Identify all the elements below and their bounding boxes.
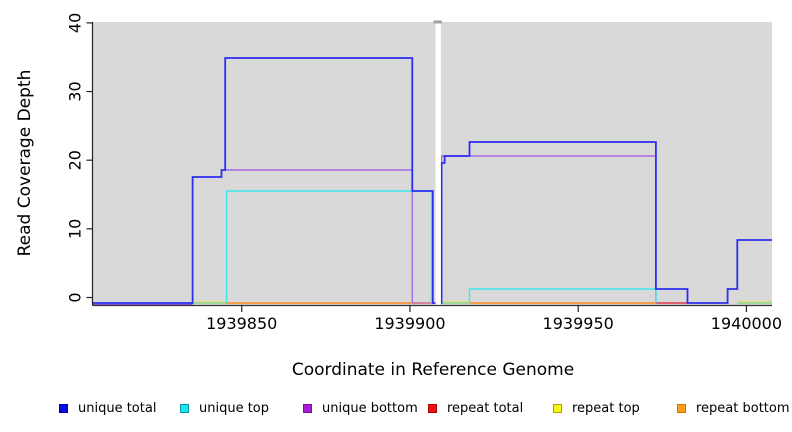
x-axis-title: Coordinate in Reference Genome [291,360,575,380]
legend-swatch-unique-total [59,403,68,413]
series-line-unique-top [468,288,657,303]
series-line-unique-top [225,190,433,303]
y-axis-tick-label: 30 [66,81,85,101]
x-axis-tick-label: 1939950 [543,314,614,333]
legend-label-repeat-top: repeat top [572,400,640,416]
legend-swatch-unique-top [180,403,189,413]
legend-label-unique-total: unique total [78,400,157,416]
legend: unique total unique top unique bottom repea… [0,398,792,420]
legend-swatch-repeat-top [553,403,562,413]
legend-label-repeat-total: repeat total [447,400,524,416]
legend-swatch-repeat-total [428,403,437,413]
y-axis-tick-label: 0 [66,292,85,302]
y-axis-title: Read Coverage Depth [15,69,35,257]
legend-swatch-repeat-bottom [677,403,686,413]
y-axis-tick-label: 20 [66,150,85,170]
x-axis-tick-label: 1939900 [374,314,445,333]
x-axis-tick-label: 1940000 [711,314,782,333]
data-gap-band [435,21,441,305]
legend-item-repeat-total: repeat total [428,398,523,418]
series-line-unique-total [93,57,772,304]
legend-swatch-unique-bottom [303,403,312,413]
legend-label-unique-bottom: unique bottom [322,400,418,416]
legend-item-unique-total: unique total [59,398,156,418]
x-axis-tick-label: 1939850 [206,314,277,333]
y-axis-tick-label: 40 [66,13,85,33]
data-gap-cap [433,20,442,24]
legend-label-unique-top: unique top [199,400,270,416]
legend-item-unique-bottom: unique bottom [303,398,418,418]
legend-item-repeat-top: repeat top [553,398,640,418]
y-axis-tick-label: 10 [66,219,85,239]
legend-item-repeat-bottom: repeat bottom [677,398,790,418]
legend-label-repeat-bottom: repeat bottom [696,400,790,416]
legend-item-unique-top: unique top [180,398,269,418]
